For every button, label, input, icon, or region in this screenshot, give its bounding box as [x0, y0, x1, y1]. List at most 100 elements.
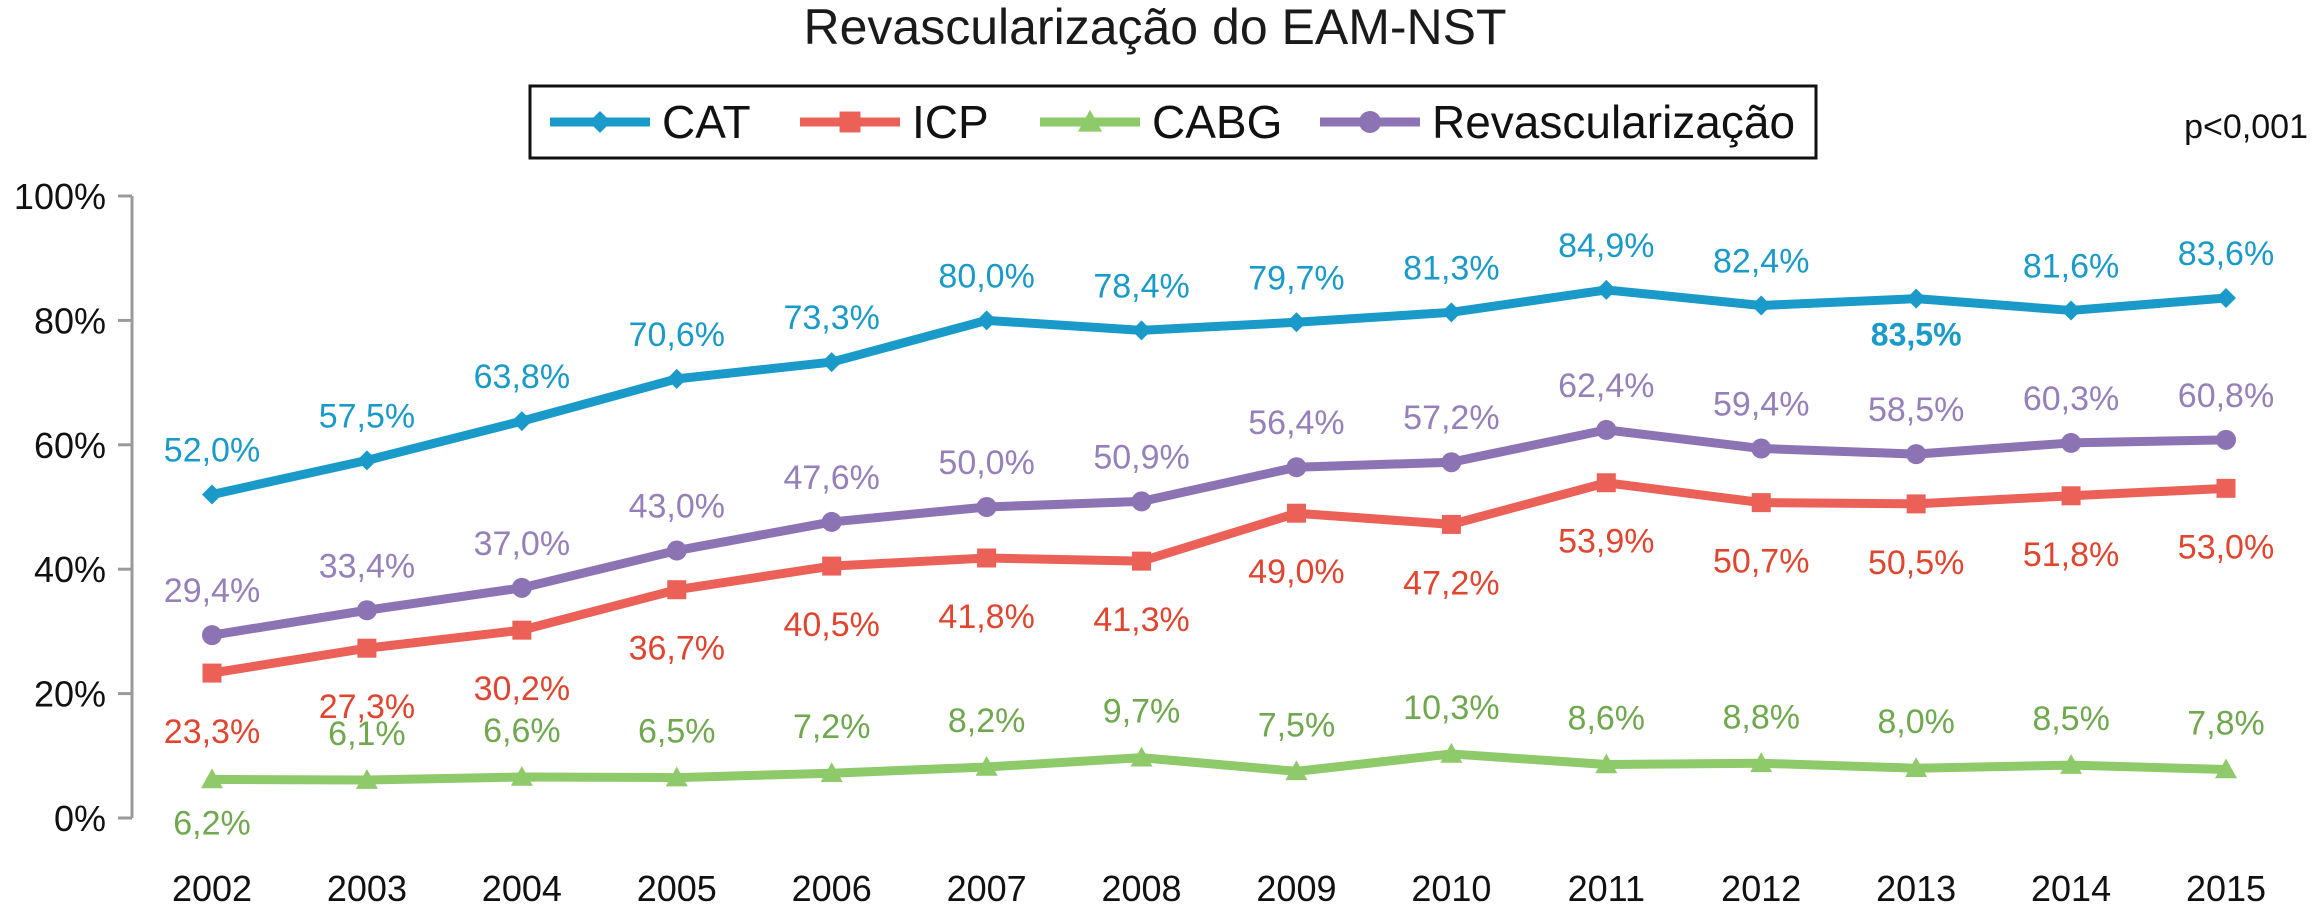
- data-label: 41,8%: [938, 598, 1034, 636]
- axes: 0% 20% 40% 60% 80% 100% 2002 2003 2004 2005 2006 20…: [14, 176, 2266, 909]
- x-tick-label: 2011: [1568, 868, 1645, 909]
- data-point: [820, 762, 843, 783]
- data-label: 82,4%: [1713, 242, 1809, 280]
- data-label: 53,0%: [2178, 528, 2274, 566]
- legend-swatch-marker: [1077, 109, 1103, 132]
- y-tick-label: 80%: [34, 300, 106, 341]
- data-point: [1596, 279, 1617, 300]
- data-point: [1751, 493, 1771, 513]
- series-line: [211, 425, 2227, 640]
- data-point: [202, 663, 222, 683]
- data-label: 6,6%: [483, 712, 561, 750]
- data-label: 9,7%: [1103, 693, 1181, 731]
- data-point: [1906, 444, 1927, 465]
- data-label: 47,6%: [783, 459, 879, 497]
- data-point: [1286, 457, 1307, 478]
- x-tick-label: 2003: [327, 868, 407, 909]
- series-layer: [201, 279, 2237, 789]
- data-label: 78,4%: [1093, 267, 1189, 305]
- data-point: [1132, 551, 1152, 571]
- data-label: 51,8%: [2023, 536, 2119, 574]
- legend-swatch-marker: [839, 111, 861, 133]
- data-label: 29,4%: [164, 572, 260, 610]
- data-label: 60,3%: [2023, 380, 2119, 418]
- data-label: 73,3%: [783, 299, 879, 337]
- data-point: [976, 497, 997, 517]
- data-point: [1596, 419, 1617, 440]
- label-layer: 52,0% 57,5% 63,8% 70,6% 73,3% 80,0% 78,4% 79,7%…: [164, 227, 2274, 843]
- series-line: [211, 478, 2227, 678]
- data-label: 8,8%: [1722, 698, 1800, 736]
- data-label: 30,2%: [474, 670, 570, 708]
- data-label: 43,0%: [629, 488, 725, 526]
- data-point: [510, 765, 533, 786]
- data-point: [2060, 754, 2083, 774]
- x-tick-label: 2004: [482, 868, 562, 909]
- data-point: [356, 600, 377, 621]
- data-point: [2216, 288, 2236, 309]
- data-label: 8,0%: [1877, 703, 1955, 741]
- legend-label: ICP: [912, 96, 989, 148]
- data-label: 59,4%: [1713, 386, 1809, 424]
- data-label: 37,0%: [474, 525, 570, 563]
- x-tick-label: 2002: [172, 868, 252, 909]
- legend-label: CAT: [662, 96, 751, 148]
- data-label: 81,3%: [1403, 249, 1499, 287]
- data-point: [1131, 320, 1152, 341]
- x-tick-label: 2013: [1876, 868, 1956, 909]
- x-tick-label: 2014: [2031, 868, 2111, 909]
- series-line: [211, 749, 2227, 785]
- data-point: [202, 625, 222, 646]
- data-point: [1906, 288, 1927, 309]
- data-point: [975, 755, 998, 776]
- data-label: 23,3%: [164, 713, 260, 751]
- x-tick-label: 2010: [1411, 868, 1491, 909]
- data-point: [667, 580, 687, 600]
- legend-box: [528, 84, 1818, 160]
- data-point: [1286, 312, 1307, 333]
- data-point: [976, 310, 997, 331]
- x-tick-label: 2009: [1256, 868, 1336, 909]
- data-point: [512, 620, 532, 640]
- data-label: 6,1%: [328, 715, 406, 753]
- data-point: [1441, 514, 1461, 534]
- data-point: [1750, 752, 1773, 773]
- data-point: [1441, 302, 1462, 323]
- data-point: [821, 511, 842, 532]
- x-tick-label: 2008: [1101, 868, 1181, 909]
- data-point: [2061, 300, 2082, 321]
- data-label: 10,3%: [1403, 689, 1499, 727]
- data-point: [977, 548, 997, 568]
- data-label: 84,9%: [1558, 227, 1654, 265]
- data-label: 79,7%: [1248, 259, 1344, 297]
- data-label: 80,0%: [938, 257, 1034, 295]
- data-label: 8,6%: [1568, 700, 1646, 738]
- data-point: [201, 768, 223, 789]
- data-label: 6,5%: [638, 713, 716, 751]
- data-label: 50,7%: [1713, 543, 1809, 581]
- legend-label: CABG: [1152, 96, 1282, 148]
- data-point: [1286, 503, 1306, 523]
- data-label: 52,0%: [164, 432, 260, 470]
- data-point: [822, 556, 842, 576]
- data-label: 40,5%: [783, 606, 879, 644]
- y-tick-label: 0%: [54, 798, 106, 839]
- data-point: [1131, 491, 1152, 512]
- data-label: 58,5%: [1868, 391, 1964, 429]
- data-label: 47,2%: [1403, 564, 1499, 602]
- data-point: [2061, 432, 2082, 453]
- legend-swatch-marker: [1359, 111, 1381, 133]
- y-tick-label: 60%: [34, 425, 106, 466]
- data-point: [1751, 438, 1772, 459]
- x-tick-label: 2006: [792, 868, 872, 909]
- data-point: [2216, 478, 2236, 498]
- data-point: [2215, 758, 2237, 779]
- data-label: 36,7%: [629, 630, 725, 668]
- data-point: [357, 638, 377, 658]
- data-label: 7,5%: [1258, 706, 1336, 744]
- data-label: 7,2%: [793, 708, 871, 746]
- data-point: [2061, 486, 2081, 506]
- data-point: [356, 450, 377, 471]
- data-point: [1285, 760, 1308, 781]
